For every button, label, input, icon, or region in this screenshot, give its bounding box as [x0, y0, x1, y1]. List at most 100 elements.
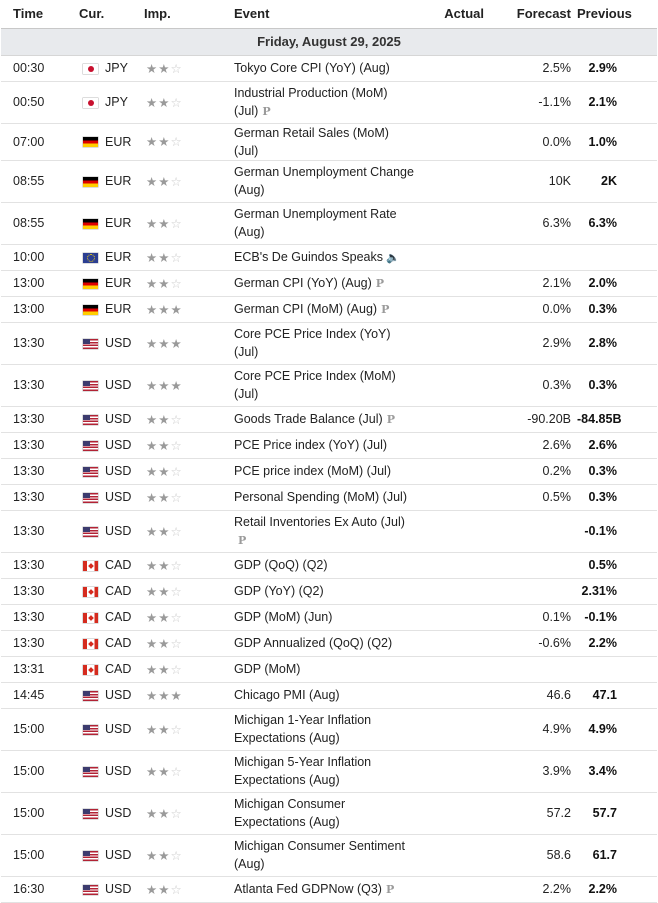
- event-cell[interactable]: Core PCE Price Index (YoY) (Jul): [228, 322, 418, 365]
- event-name[interactable]: Retail Inventories Ex Auto (Jul): [234, 514, 405, 529]
- event-name[interactable]: Michigan Consumer Sentiment (Aug): [234, 839, 405, 871]
- event-cell[interactable]: Retail Inventories Ex Auto (Jul) P: [228, 510, 418, 553]
- event-row[interactable]: 15:00 USD ★★☆ Michigan 1-Year Inflation Exp…: [1, 708, 657, 751]
- star-filled-icon: ★: [170, 378, 183, 393]
- event-row[interactable]: 08:55 EUR ★★☆ German Unemployment Change (A…: [1, 160, 657, 203]
- event-name[interactable]: German Unemployment Rate (Aug): [234, 207, 397, 239]
- event-name[interactable]: Atlanta Fed GDPNow (Q3): [234, 881, 382, 896]
- col-header-time[interactable]: Time: [1, 0, 73, 29]
- event-cell[interactable]: Industrial Production (MoM) (Jul) P: [228, 81, 418, 124]
- event-row[interactable]: 13:00 EUR ★★☆ German CPI (YoY) (Aug) P 2.1% 2.…: [1, 270, 657, 297]
- event-cell[interactable]: ECB's De Guindos Speaks 🔈: [228, 244, 418, 271]
- event-name[interactable]: GDP (MoM) (Jun): [234, 610, 333, 624]
- event-name[interactable]: Chicago PMI (Aug): [234, 688, 340, 702]
- event-name[interactable]: PCE Price index (YoY) (Jul): [234, 438, 388, 452]
- event-name[interactable]: Core PCE Price Index (MoM) (Jul): [234, 369, 396, 401]
- event-currency: USD: [105, 882, 132, 896]
- event-row[interactable]: 13:30 USD ★★☆ Retail Inventories Ex Auto (J…: [1, 510, 657, 553]
- event-name[interactable]: Michigan Consumer Expectations (Aug): [234, 797, 346, 829]
- col-header-forecast[interactable]: Forecast: [498, 0, 577, 29]
- event-name[interactable]: Michigan 5-Year Inflation Expectations (…: [234, 755, 372, 787]
- event-row[interactable]: 13:30 USD ★★☆ PCE price index (MoM) (Jul) 0.…: [1, 458, 657, 485]
- star-filled-icon: ★: [158, 688, 171, 703]
- event-name[interactable]: Core PCE Price Index (YoY) (Jul): [234, 327, 391, 359]
- event-row[interactable]: 13:30 USD ★★★ Core PCE Price Index (MoM) (J…: [1, 364, 657, 407]
- event-row[interactable]: 13:30 CAD ★★☆ GDP (QoQ) (Q2) 0.5%: [1, 552, 657, 579]
- event-cell[interactable]: German Unemployment Rate (Aug): [228, 202, 418, 245]
- event-cell[interactable]: PCE Price index (YoY) (Jul): [228, 432, 418, 459]
- event-cell[interactable]: Atlanta Fed GDPNow (Q3) P: [228, 876, 418, 903]
- event-cell[interactable]: German Unemployment Change (Aug): [228, 160, 418, 203]
- event-row[interactable]: 00:50 JPY ★★☆ Industrial Production (MoM) (…: [1, 81, 657, 124]
- event-row[interactable]: 16:30 USD ★★☆ Atlanta Fed GDPNow (Q3) P 2.2% 2…: [1, 876, 657, 903]
- event-name[interactable]: German Unemployment Change (Aug): [234, 165, 414, 197]
- event-cell[interactable]: PCE price index (MoM) (Jul): [228, 458, 418, 485]
- event-cell[interactable]: Chicago PMI (Aug): [228, 682, 418, 709]
- event-name[interactable]: German CPI (YoY) (Aug): [234, 275, 372, 290]
- event-cell[interactable]: GDP (QoQ) (Q2): [228, 552, 418, 579]
- event-cell[interactable]: German CPI (YoY) (Aug) P: [228, 270, 418, 297]
- event-name[interactable]: Michigan 1-Year Inflation Expectations (…: [234, 713, 372, 745]
- star-filled-icon: ★: [146, 558, 159, 573]
- event-currency: USD: [105, 336, 132, 350]
- event-name[interactable]: German CPI (MoM) (Aug): [234, 301, 378, 316]
- event-name[interactable]: PCE price index (MoM) (Jul): [234, 464, 391, 478]
- event-cell[interactable]: GDP Annualized (QoQ) (Q2): [228, 630, 418, 657]
- event-cell[interactable]: GDP (MoM) (Jun): [228, 604, 418, 631]
- event-row[interactable]: 13:30 USD ★★☆ Personal Spending (MoM) (Jul)…: [1, 484, 657, 511]
- event-forecast: 2.6%: [498, 432, 577, 459]
- event-row[interactable]: 13:30 USD ★★★ Core PCE Price Index (YoY) (J…: [1, 322, 657, 365]
- event-row[interactable]: 15:00 USD ★★☆ Michigan Consumer Sentiment (…: [1, 834, 657, 877]
- event-row[interactable]: 15:00 USD ★★☆ Michigan 5-Year Inflation Exp…: [1, 750, 657, 793]
- importance-rating: ★★☆: [138, 484, 228, 511]
- event-cell[interactable]: Michigan 1-Year Inflation Expectations (…: [228, 708, 418, 751]
- col-header-actual[interactable]: Actual: [418, 0, 498, 29]
- event-cell[interactable]: GDP (YoY) (Q2): [228, 578, 418, 605]
- event-row[interactable]: 13:30 USD ★★☆ PCE Price index (YoY) (Jul) 2.…: [1, 432, 657, 459]
- event-row[interactable]: 08:55 EUR ★★☆ German Unemployment Rate (Aug…: [1, 202, 657, 245]
- star-empty-icon: ☆: [170, 584, 183, 599]
- event-cell[interactable]: Michigan Consumer Sentiment (Aug): [228, 834, 418, 877]
- event-name[interactable]: GDP (YoY) (Q2): [234, 584, 324, 598]
- event-cell[interactable]: Personal Spending (MoM) (Jul): [228, 484, 418, 511]
- col-header-importance[interactable]: Imp.: [138, 0, 228, 29]
- star-filled-icon: ★: [158, 95, 171, 110]
- event-row[interactable]: 14:45 USD ★★★ Chicago PMI (Aug) 46.6 47.1: [1, 682, 657, 709]
- event-cell[interactable]: GDP (MoM): [228, 656, 418, 683]
- event-row[interactable]: 10:00 EUR ★★☆ ECB's De Guindos Speaks 🔈: [1, 244, 657, 271]
- event-cell[interactable]: Goods Trade Balance (Jul) P: [228, 406, 418, 433]
- star-filled-icon: ★: [146, 174, 159, 189]
- event-row[interactable]: 13:31 CAD ★★☆ GDP (MoM): [1, 656, 657, 683]
- event-forecast: [498, 578, 577, 605]
- event-name[interactable]: GDP (MoM): [234, 662, 301, 676]
- event-currency: CAD: [105, 636, 132, 650]
- event-cell[interactable]: Michigan 5-Year Inflation Expectations (…: [228, 750, 418, 793]
- event-currency: USD: [105, 438, 132, 452]
- col-header-event[interactable]: Event: [228, 0, 418, 29]
- event-cell[interactable]: German CPI (MoM) (Aug) P: [228, 296, 418, 323]
- event-name[interactable]: Industrial Production (MoM) (Jul): [234, 85, 388, 118]
- event-name[interactable]: ECB's De Guindos Speaks: [234, 249, 383, 264]
- event-cell[interactable]: Core PCE Price Index (MoM) (Jul): [228, 364, 418, 407]
- event-name[interactable]: Tokyo Core CPI (YoY) (Aug): [234, 61, 390, 75]
- event-row[interactable]: 13:30 CAD ★★☆ GDP (MoM) (Jun) 0.1% -0.1%: [1, 604, 657, 631]
- event-name[interactable]: GDP Annualized (QoQ) (Q2): [234, 636, 393, 650]
- star-filled-icon: ★: [158, 610, 171, 625]
- event-name[interactable]: German Retail Sales (MoM) (Jul): [234, 125, 389, 158]
- event-row[interactable]: 07:00 EUR ★★☆ German Retail Sales (MoM) (Ju…: [1, 123, 657, 161]
- event-row[interactable]: 13:00 EUR ★★★ German CPI (MoM) (Aug) P 0.0% 0.…: [1, 296, 657, 323]
- event-row[interactable]: 13:30 CAD ★★☆ GDP Annualized (QoQ) (Q2) -0.6…: [1, 630, 657, 657]
- event-cell[interactable]: German Retail Sales (MoM) (Jul): [228, 123, 418, 161]
- event-row[interactable]: 15:00 USD ★★☆ Michigan Consumer Expectation…: [1, 792, 657, 835]
- event-row[interactable]: 13:30 CAD ★★☆ GDP (YoY) (Q2) 2.31%: [1, 578, 657, 605]
- event-cell[interactable]: Michigan Consumer Expectations (Aug): [228, 792, 418, 835]
- event-row[interactable]: 13:30 USD ★★☆ Goods Trade Balance (Jul) P -90…: [1, 406, 657, 433]
- col-header-currency[interactable]: Cur.: [73, 0, 138, 29]
- event-row[interactable]: 00:30 JPY ★★☆ Tokyo Core CPI (YoY) (Aug) 2.5…: [1, 55, 657, 82]
- event-currency-cell: USD: [73, 322, 138, 365]
- event-name[interactable]: GDP (QoQ) (Q2): [234, 558, 328, 572]
- event-name[interactable]: Goods Trade Balance (Jul): [234, 411, 383, 426]
- event-name[interactable]: Personal Spending (MoM) (Jul): [234, 490, 407, 504]
- col-header-previous[interactable]: Previous: [577, 0, 657, 29]
- event-cell[interactable]: Tokyo Core CPI (YoY) (Aug): [228, 55, 418, 82]
